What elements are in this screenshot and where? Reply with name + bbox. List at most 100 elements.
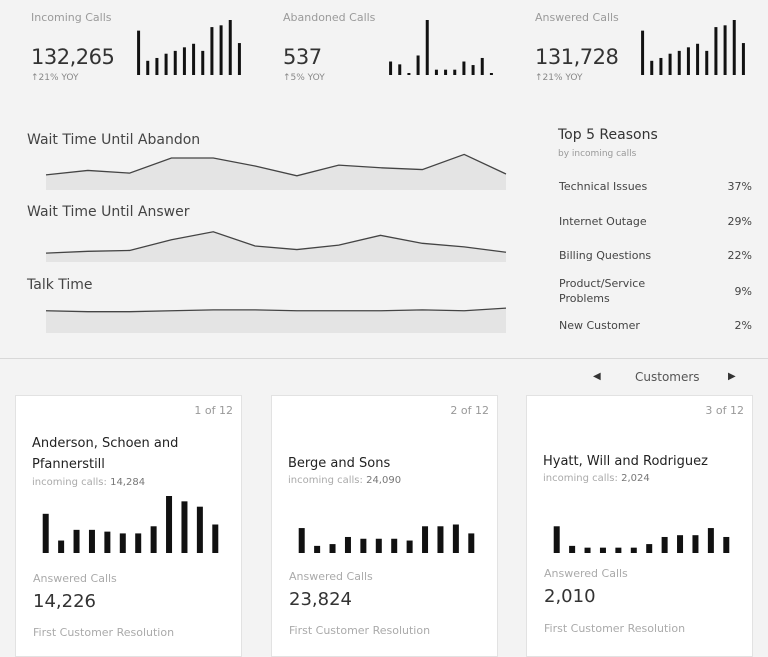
spark-bar <box>42 513 49 553</box>
reason-pct: 22% <box>727 249 752 262</box>
spark-bar <box>677 535 684 553</box>
card-count: 2 of 12 <box>450 404 489 417</box>
spark-bar <box>164 53 168 75</box>
spark-bar <box>212 524 219 553</box>
answered-label: Answered Calls <box>33 572 117 585</box>
spark-bar <box>146 60 150 75</box>
divider <box>0 358 768 359</box>
reasons-subtitle: by incoming calls <box>558 149 637 159</box>
kpi-yoy: ↑21% YOY <box>535 73 583 83</box>
prev-customer-button[interactable]: ◀ <box>593 371 601 382</box>
spark-bar <box>398 64 402 75</box>
spark-bar <box>166 496 173 553</box>
spark-bar <box>569 545 576 553</box>
spark-bar <box>584 547 591 553</box>
incoming-sparkbars <box>137 20 241 76</box>
spark-bar <box>646 544 653 553</box>
spark-bar <box>237 43 241 75</box>
spark-bar <box>553 526 560 553</box>
reason-row: Product/Service Problems 9% <box>559 276 752 306</box>
incoming-label: incoming calls: <box>543 473 618 484</box>
answered-label: Answered Calls <box>544 567 628 580</box>
spark-bar <box>732 20 736 75</box>
trend-area <box>46 154 506 190</box>
customer-card[interactable]: 1 of 12 Anderson, Schoen and Pfannerstil… <box>15 395 242 657</box>
reason-row: New Customer 2% <box>559 319 752 332</box>
spark-bar <box>462 61 466 75</box>
incoming-value: 2,024 <box>621 473 650 484</box>
spark-bar <box>434 69 438 75</box>
reason-label: New Customer <box>559 319 640 332</box>
incoming-label: incoming calls: <box>288 475 363 486</box>
spark-bar <box>615 547 622 553</box>
spark-bar <box>437 526 444 553</box>
answered-sparkbars <box>641 20 745 76</box>
answered-label: Answered Calls <box>289 570 373 583</box>
abandoned-sparkbars <box>389 20 493 75</box>
spark-bar <box>73 529 80 553</box>
spark-bar <box>210 27 214 75</box>
spark-bar <box>389 61 393 75</box>
reason-row: Technical Issues 37% <box>559 180 752 193</box>
spark-bar <box>196 506 203 553</box>
reason-label: Billing Questions <box>559 249 652 262</box>
spark-bar <box>686 47 690 75</box>
incoming-calls: incoming calls: 14,284 <box>32 477 145 488</box>
customer-name: Berge and Sons <box>288 456 391 471</box>
card-sparkbars <box>553 526 730 553</box>
card-count: 1 of 12 <box>194 404 233 417</box>
spark-bar <box>707 528 714 553</box>
reason-row: Internet Outage 29% <box>559 215 752 228</box>
spark-bar <box>360 538 367 553</box>
spark-bar <box>741 43 745 75</box>
reason-pct: 29% <box>727 215 752 228</box>
next-customer-button[interactable]: ▶ <box>728 371 736 382</box>
spark-bar <box>391 538 398 553</box>
trend-area <box>46 231 506 262</box>
trend-area <box>46 308 506 333</box>
spark-bar <box>104 531 111 553</box>
spark-bar <box>406 540 413 553</box>
spark-bar <box>489 73 493 75</box>
reasons-title: Top 5 Reasons <box>558 127 658 143</box>
spark-bar <box>173 50 177 75</box>
spark-bar <box>668 53 672 75</box>
spark-bar <box>468 533 475 553</box>
spark-bar <box>641 30 645 75</box>
spark-bar <box>155 57 159 75</box>
customer-card[interactable]: 2 of 12 Berge and Sons incoming calls: 2… <box>271 395 498 657</box>
customer-card[interactable]: 3 of 12 Hyatt, Will and Rodriguez incomi… <box>526 395 753 657</box>
kpi-yoy: ↑21% YOY <box>31 73 79 83</box>
spark-bar <box>416 55 420 75</box>
reason-pct: 2% <box>734 319 752 332</box>
spark-bar <box>150 526 157 553</box>
reason-label: Product/Service Problems <box>559 277 646 305</box>
kpi-label: Answered Calls <box>535 11 619 24</box>
trend-title: Talk Time <box>27 277 93 293</box>
spark-bar <box>298 528 305 553</box>
spark-bar <box>201 50 205 75</box>
spark-bar <box>228 20 232 75</box>
reason-row: Billing Questions 22% <box>559 249 752 262</box>
spark-bar <box>692 535 699 553</box>
spark-bar <box>677 50 681 75</box>
spark-bar <box>425 20 429 75</box>
incoming-calls: incoming calls: 24,090 <box>288 475 401 486</box>
spark-bar <box>480 57 484 75</box>
card-count: 3 of 12 <box>705 404 744 417</box>
spark-bar <box>58 540 65 553</box>
spark-bar <box>696 43 700 75</box>
spark-bar <box>452 524 459 553</box>
spark-bar <box>444 69 448 75</box>
reason-label: Technical Issues <box>559 180 648 193</box>
spark-bar <box>329 544 336 553</box>
fcr-label: First Customer Resolution <box>544 622 686 635</box>
reason-pct: 9% <box>734 284 752 298</box>
answered-value: 14,226 <box>33 591 96 612</box>
spark-bar <box>182 47 186 75</box>
customer-name: Anderson, Schoen and Pfannerstill <box>32 436 179 472</box>
spark-bar <box>422 526 429 553</box>
kpi-yoy: ↑5% YOY <box>283 73 325 83</box>
card-sparkbars <box>298 524 475 553</box>
talk-time-chart <box>45 307 507 333</box>
